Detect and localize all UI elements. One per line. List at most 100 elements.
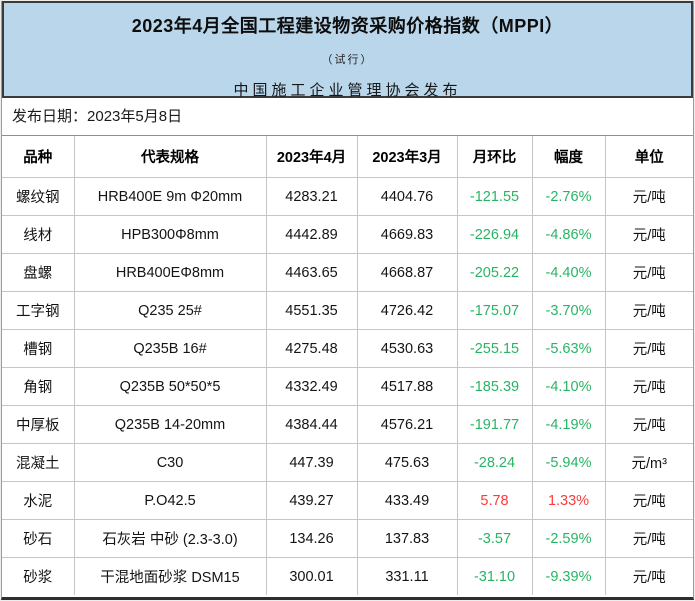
cell-unit: 元/m³: [604, 443, 693, 482]
cell-pct-change: 1.33%: [531, 481, 606, 520]
release-date-label: 发布日期：: [12, 108, 88, 125]
price-table-body: 螺纹钢 HRB400E 9m Φ20mm 4283.21 4404.76 -121.55…: [2, 177, 693, 595]
cell-spec: 干混地面砂浆 DSM15: [73, 557, 267, 595]
col-header-april: 2023年4月: [265, 136, 358, 178]
cell-variety: 角钢: [2, 367, 75, 406]
table-row: 盘螺 HRB400EΦ8mm 4463.65 4668.87 -205.22 -4.40%…: [2, 253, 693, 292]
col-header-march: 2023年3月: [356, 136, 458, 178]
cell-mom-change: -191.77: [456, 405, 533, 444]
cell-unit: 元/吨: [604, 291, 693, 330]
cell-march: 4576.21: [356, 405, 458, 444]
cell-variety: 砂石: [2, 519, 75, 558]
cell-pct-change: -5.63%: [531, 329, 606, 368]
cell-mom-change: -31.10: [456, 557, 533, 595]
cell-unit: 元/吨: [604, 367, 693, 406]
cell-unit: 元/吨: [604, 177, 693, 216]
cell-march: 331.11: [356, 557, 458, 595]
cell-april: 4332.49: [265, 367, 358, 406]
cell-unit: 元/吨: [604, 519, 693, 558]
cell-march: 137.83: [356, 519, 458, 558]
cell-april: 439.27: [265, 481, 358, 520]
cell-mom-change: 5.78: [456, 481, 533, 520]
cell-march: 4517.88: [356, 367, 458, 406]
cell-mom-change: -175.07: [456, 291, 533, 330]
table-row: 砂浆 干混地面砂浆 DSM15 300.01 331.11 -31.10 -9.39% 元/…: [2, 557, 693, 595]
cell-variety: 水泥: [2, 481, 75, 520]
table-row: 槽钢 Q235B 16# 4275.48 4530.63 -255.15 -5.63% 元/…: [2, 329, 693, 368]
table-row: 螺纹钢 HRB400E 9m Φ20mm 4283.21 4404.76 -121.55…: [2, 177, 693, 216]
table-header: 品种 代表规格 2023年4月 2023年3月 月环比 幅度 单位: [2, 136, 693, 178]
cell-variety: 砂浆: [2, 557, 75, 595]
cell-march: 4404.76: [356, 177, 458, 216]
cell-mom-change: -28.24: [456, 443, 533, 482]
cell-pct-change: -4.19%: [531, 405, 606, 444]
table-row: 砂石 石灰岩 中砂 (2.3-3.0) 134.26 137.83 -3.57 -2.59…: [2, 519, 693, 558]
table-row: 中厚板 Q235B 14-20mm 4384.44 4576.21 -191.77 -4.…: [2, 405, 693, 444]
publisher-line: 中国施工企业管理协会发布: [233, 81, 462, 99]
cell-mom-change: -226.94: [456, 215, 533, 254]
page-title: 2023年4月全国工程建设物资采购价格指数（MPPI）: [131, 16, 564, 36]
cell-pct-change: -9.39%: [531, 557, 606, 595]
cell-spec: Q235B 14-20mm: [73, 405, 267, 444]
cell-variety: 线材: [2, 215, 75, 254]
cell-spec: P.O42.5: [73, 481, 267, 520]
cell-april: 134.26: [265, 519, 358, 558]
cell-pct-change: -4.40%: [531, 253, 606, 292]
table-row: 角钢 Q235B 50*50*5 4332.49 4517.88 -185.39 -4.1…: [2, 367, 693, 406]
cell-variety: 螺纹钢: [2, 177, 75, 216]
col-header-variety: 品种: [2, 136, 75, 178]
cell-spec: C30: [73, 443, 267, 482]
cell-spec: HPB300Φ8mm: [73, 215, 267, 254]
release-date-value: 2023年5月8日: [87, 108, 183, 125]
cell-march: 4669.83: [356, 215, 458, 254]
cell-mom-change: -205.22: [456, 253, 533, 292]
cell-spec: 石灰岩 中砂 (2.3-3.0): [73, 519, 267, 558]
cell-april: 4551.35: [265, 291, 358, 330]
cell-unit: 元/吨: [604, 481, 693, 520]
cell-april: 4283.21: [265, 177, 358, 216]
price-index-table: 品种 代表规格 2023年4月 2023年3月 月环比 幅度 单位 螺纹钢 HRB…: [2, 136, 693, 595]
cell-unit: 元/吨: [604, 405, 693, 444]
cell-pct-change: -4.10%: [531, 367, 606, 406]
release-date-row: 发布日期：2023年5月8日: [2, 98, 693, 136]
table-row: 工字钢 Q235 25# 4551.35 4726.42 -175.07 -3.70% 元/…: [2, 291, 693, 330]
title-banner: 2023年4月全国工程建设物资采购价格指数（MPPI） （试行） 中国施工企业管…: [2, 1, 693, 99]
cell-variety: 工字钢: [2, 291, 75, 330]
cell-spec: Q235 25#: [73, 291, 267, 330]
cell-mom-change: -3.57: [456, 519, 533, 558]
cell-april: 300.01: [265, 557, 358, 595]
table-row: 线材 HPB300Φ8mm 4442.89 4669.83 -226.94 -4.86% 元…: [2, 215, 693, 254]
cell-april: 4384.44: [265, 405, 358, 444]
cell-april: 4442.89: [265, 215, 358, 254]
cell-spec: HRB400EΦ8mm: [73, 253, 267, 292]
cell-variety: 槽钢: [2, 329, 75, 368]
col-header-mom-change: 月环比: [456, 136, 533, 178]
cell-pct-change: -3.70%: [531, 291, 606, 330]
table-row: 水泥 P.O42.5 439.27 433.49 5.78 1.33% 元/吨: [2, 481, 693, 520]
col-header-unit: 单位: [604, 136, 693, 178]
table-header-row: 品种 代表规格 2023年4月 2023年3月 月环比 幅度 单位: [2, 136, 693, 178]
cell-march: 4726.42: [356, 291, 458, 330]
cell-march: 4668.87: [356, 253, 458, 292]
cell-april: 447.39: [265, 443, 358, 482]
cell-march: 4530.63: [356, 329, 458, 368]
cell-unit: 元/吨: [604, 557, 693, 595]
cell-variety: 混凝土: [2, 443, 75, 482]
cell-mom-change: -121.55: [456, 177, 533, 216]
cell-unit: 元/吨: [604, 329, 693, 368]
cell-spec: Q235B 50*50*5: [73, 367, 267, 406]
cell-spec: HRB400E 9m Φ20mm: [73, 177, 267, 216]
cell-pct-change: -4.86%: [531, 215, 606, 254]
cell-pct-change: -2.59%: [531, 519, 606, 558]
cell-unit: 元/吨: [604, 253, 693, 292]
col-header-spec: 代表规格: [73, 136, 267, 178]
cell-march: 475.63: [356, 443, 458, 482]
trial-subtitle: （试行）: [321, 53, 374, 66]
cell-march: 433.49: [356, 481, 458, 520]
cell-unit: 元/吨: [604, 215, 693, 254]
cell-variety: 盘螺: [2, 253, 75, 292]
cell-mom-change: -255.15: [456, 329, 533, 368]
cell-pct-change: -5.94%: [531, 443, 606, 482]
cell-mom-change: -185.39: [456, 367, 533, 406]
